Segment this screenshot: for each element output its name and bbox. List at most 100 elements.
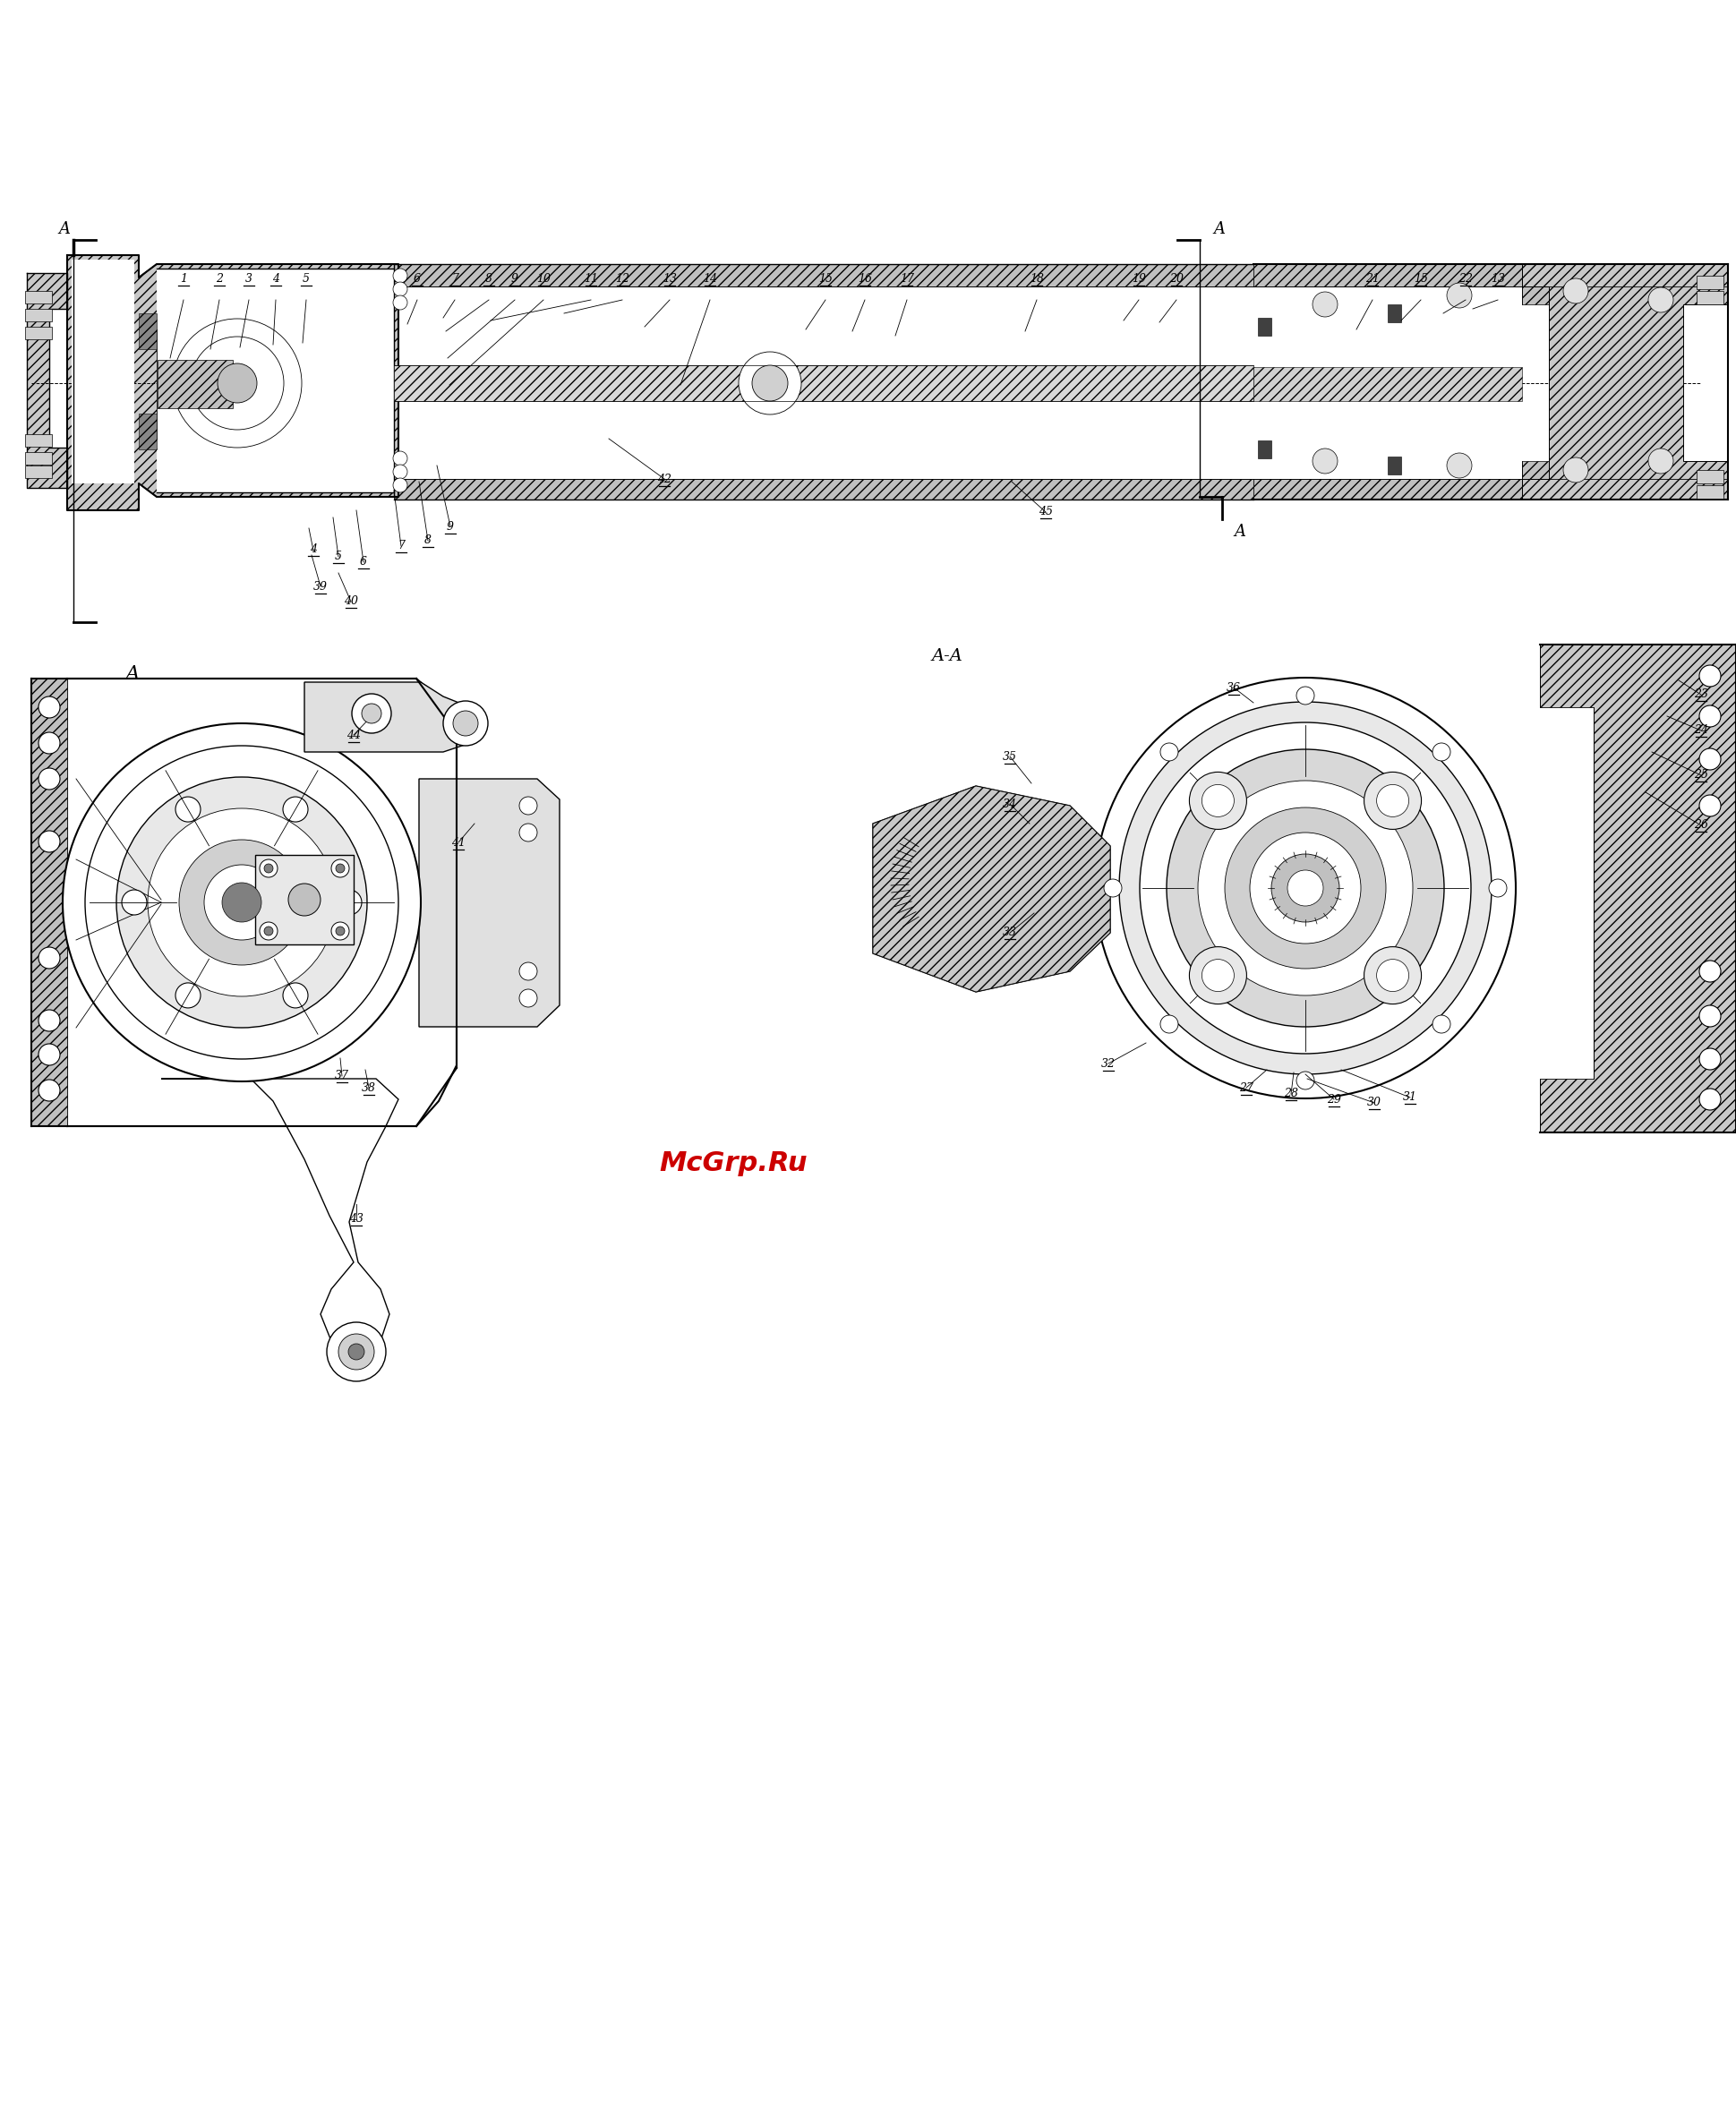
Text: 7: 7 [451,272,458,285]
Circle shape [38,831,61,852]
Text: 26: 26 [1694,819,1708,831]
Text: 40: 40 [344,595,358,608]
Circle shape [38,947,61,968]
Circle shape [1189,947,1246,1004]
Text: 9: 9 [510,272,519,285]
Circle shape [38,696,61,717]
Circle shape [752,365,788,401]
Text: A-A: A-A [932,648,963,665]
Circle shape [326,1323,385,1382]
Circle shape [1297,1072,1314,1089]
Circle shape [1120,703,1491,1074]
Text: 21: 21 [1364,272,1380,285]
Circle shape [1297,686,1314,705]
Bar [24,452,52,464]
Polygon shape [139,312,156,348]
Circle shape [179,840,304,964]
Polygon shape [26,272,68,487]
Circle shape [335,926,345,935]
Circle shape [264,863,273,874]
Bar [1387,456,1401,475]
Circle shape [352,694,391,732]
Circle shape [1377,785,1410,817]
Bar [1696,471,1724,483]
Circle shape [1160,743,1179,762]
Text: 32: 32 [1101,1057,1116,1070]
Circle shape [1562,458,1588,483]
Polygon shape [139,414,156,449]
Circle shape [288,884,321,916]
Circle shape [392,452,408,466]
Bar [1696,276,1724,289]
Circle shape [260,859,278,878]
Circle shape [1377,960,1410,992]
Circle shape [392,295,408,310]
Text: 5: 5 [302,272,309,285]
Circle shape [1104,880,1121,897]
Polygon shape [1540,644,1736,1133]
Bar [1696,291,1724,304]
Text: 18: 18 [1029,272,1043,285]
Bar [24,327,52,340]
Circle shape [519,962,536,981]
Text: 9: 9 [446,521,453,532]
Circle shape [1167,749,1444,1028]
Bar [1387,304,1401,323]
Text: A: A [125,665,139,682]
Polygon shape [304,682,479,751]
Text: 36: 36 [1227,682,1241,694]
Circle shape [1432,743,1450,762]
Circle shape [175,983,201,1009]
Text: 2: 2 [215,272,222,285]
Text: 6: 6 [359,555,366,568]
Text: 13: 13 [663,272,677,285]
Text: 30: 30 [1368,1097,1382,1108]
Polygon shape [31,679,68,1127]
Circle shape [1201,785,1234,817]
Circle shape [519,823,536,842]
Polygon shape [1253,367,1522,401]
Circle shape [222,882,262,922]
Circle shape [1700,960,1720,981]
Bar [1259,441,1271,458]
Circle shape [1198,781,1413,996]
Circle shape [332,859,349,878]
Circle shape [1700,1049,1720,1070]
Polygon shape [71,260,134,483]
Circle shape [85,745,398,1059]
Circle shape [260,922,278,939]
Circle shape [1700,795,1720,817]
Circle shape [175,798,201,823]
Text: 38: 38 [361,1082,377,1093]
Circle shape [264,926,273,935]
Circle shape [1700,1004,1720,1028]
Circle shape [1288,869,1323,905]
Circle shape [191,338,283,430]
Circle shape [443,701,488,745]
Text: 13: 13 [1491,272,1505,285]
Polygon shape [1253,264,1727,304]
Text: 35: 35 [1003,751,1017,762]
Text: 25: 25 [1694,768,1708,781]
Circle shape [339,1334,375,1369]
Circle shape [332,922,349,939]
Text: 42: 42 [658,473,672,485]
Circle shape [1446,454,1472,479]
Text: A: A [1213,222,1226,236]
Polygon shape [394,365,1253,401]
Text: 15: 15 [818,272,833,285]
Circle shape [1226,808,1385,968]
Polygon shape [873,787,1111,992]
Polygon shape [394,264,1253,287]
Text: A: A [59,222,69,236]
Circle shape [519,798,536,814]
Circle shape [1647,449,1674,473]
Bar [24,308,52,321]
Circle shape [519,990,536,1006]
Text: 43: 43 [349,1213,363,1224]
Text: 44: 44 [347,730,361,741]
Circle shape [1364,947,1422,1004]
Text: 22: 22 [1458,272,1472,285]
Text: 1: 1 [181,272,187,285]
Polygon shape [255,855,354,945]
